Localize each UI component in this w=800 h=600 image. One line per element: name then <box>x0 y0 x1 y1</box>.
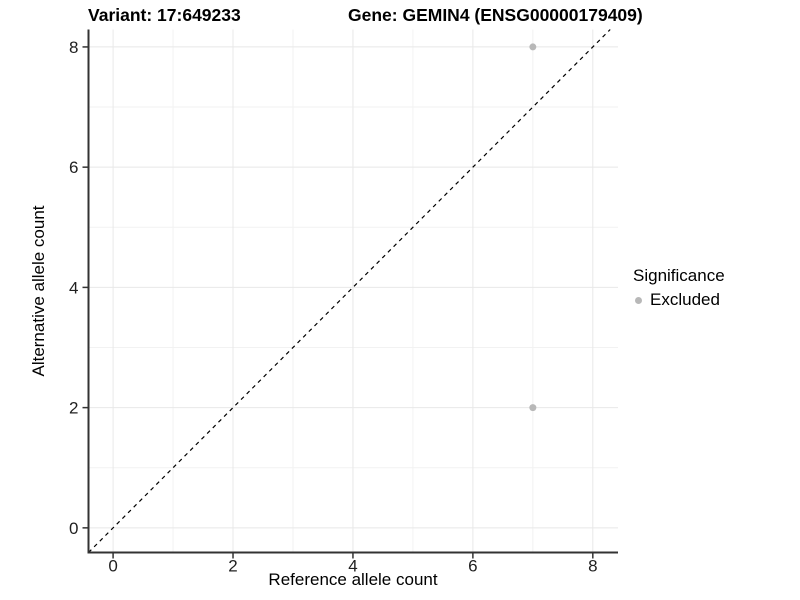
x-tick-label: 0 <box>108 557 117 576</box>
legend-point-icon <box>635 296 642 304</box>
y-tick-label: 0 <box>69 519 78 538</box>
x-axis-title: Reference allele count <box>268 570 438 589</box>
y-axis-title: Alternative allele count <box>29 205 48 377</box>
data-point <box>529 404 537 412</box>
y-tick-label: 4 <box>69 278 78 297</box>
x-tick-label: 2 <box>228 557 237 576</box>
y-tick-label: 8 <box>69 38 78 57</box>
legend-item-excluded: Excluded <box>632 289 725 311</box>
y-tick-label: 2 <box>69 399 78 418</box>
y-tick-label: 6 <box>69 158 78 177</box>
legend-title: Significance <box>633 266 725 285</box>
x-tick-label: 4 <box>348 557 357 576</box>
plot-title-gene: Gene: GEMIN4 (ENSG00000179409) <box>348 5 643 25</box>
legend-item-label: Excluded <box>650 290 720 309</box>
plot-title-variant: Variant: 17:649233 <box>88 5 241 25</box>
data-point <box>529 43 537 51</box>
x-tick-label: 6 <box>468 557 477 576</box>
x-tick-label: 8 <box>588 557 597 576</box>
legend: Significance Excluded <box>632 266 725 311</box>
identity-line <box>88 29 611 553</box>
